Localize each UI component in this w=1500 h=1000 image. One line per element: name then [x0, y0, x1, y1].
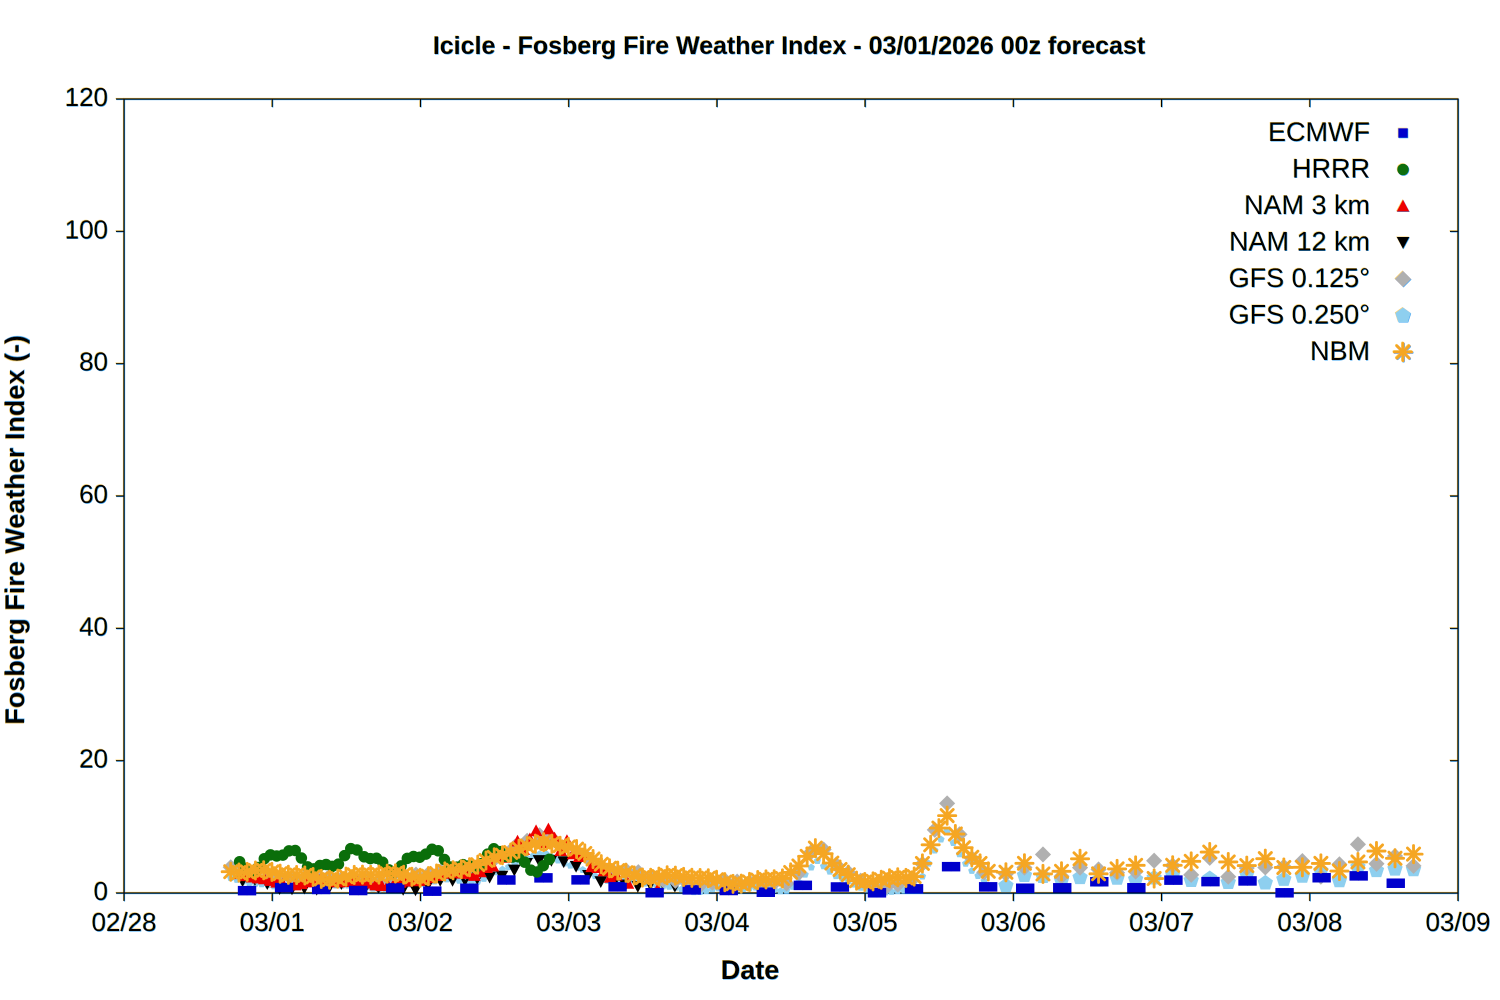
svg-text:HRRR: HRRR — [1292, 154, 1370, 184]
svg-text:03/02: 03/02 — [388, 907, 453, 937]
svg-text:03/06: 03/06 — [981, 907, 1046, 937]
svg-text:120: 120 — [65, 82, 108, 112]
svg-text:03/01: 03/01 — [240, 907, 305, 937]
svg-text:03/08: 03/08 — [1277, 907, 1342, 937]
svg-text:NBM: NBM — [1310, 336, 1370, 366]
svg-text:02/28: 02/28 — [91, 907, 156, 937]
svg-text:20: 20 — [79, 744, 108, 774]
svg-text:03/05: 03/05 — [833, 907, 898, 937]
svg-text:ECMWF: ECMWF — [1268, 117, 1370, 147]
svg-text:100: 100 — [65, 214, 108, 244]
svg-text:60: 60 — [79, 479, 108, 509]
svg-text:40: 40 — [79, 611, 108, 641]
svg-text:03/07: 03/07 — [1129, 907, 1194, 937]
svg-text:03/04: 03/04 — [684, 907, 749, 937]
svg-text:80: 80 — [79, 347, 108, 377]
svg-text:0: 0 — [94, 876, 108, 906]
svg-text:GFS 0.125°: GFS 0.125° — [1229, 263, 1370, 293]
svg-text:NAM 3 km: NAM 3 km — [1244, 190, 1370, 220]
svg-text:GFS 0.250°: GFS 0.250° — [1229, 300, 1370, 330]
svg-text:NAM 12 km: NAM 12 km — [1229, 227, 1370, 257]
svg-text:03/09: 03/09 — [1425, 907, 1490, 937]
svg-text:03/03: 03/03 — [536, 907, 601, 937]
svg-text:Icicle - Fosberg Fire Weather: Icicle - Fosberg Fire Weather Index - 03… — [433, 32, 1146, 60]
